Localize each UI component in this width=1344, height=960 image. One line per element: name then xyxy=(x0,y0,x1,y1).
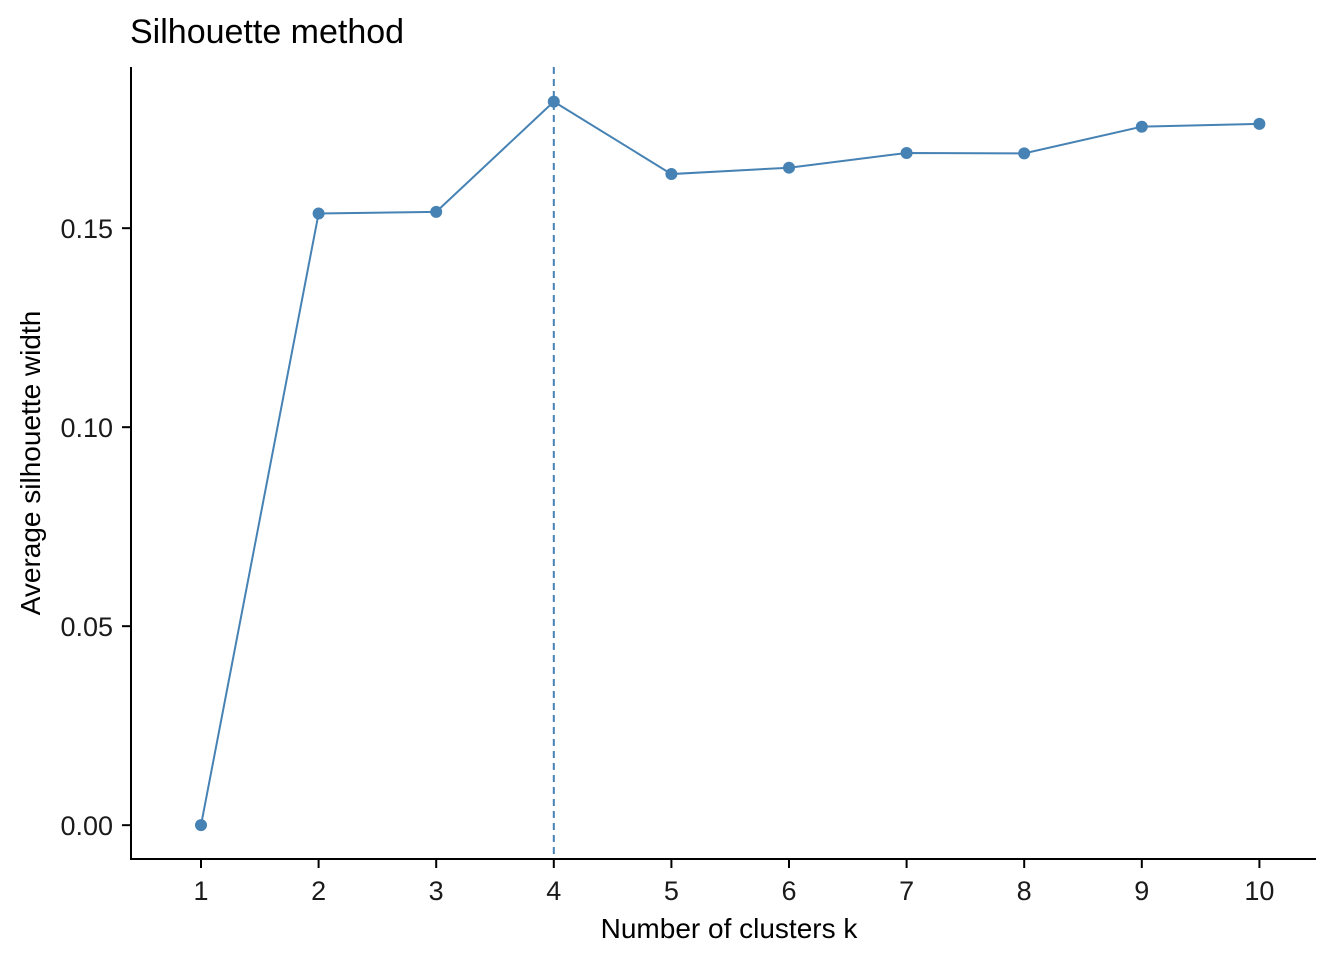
y-axis-title: Average silhouette width xyxy=(15,311,46,616)
x-tick-label: 8 xyxy=(1017,876,1032,906)
data-point xyxy=(1253,117,1266,130)
data-point xyxy=(312,207,325,220)
y-tick-label: 0.15 xyxy=(60,214,113,244)
series-line xyxy=(200,100,1260,826)
x-tick-label: 6 xyxy=(781,876,796,906)
x-tick-label: 3 xyxy=(429,876,444,906)
data-point xyxy=(430,205,443,218)
x-axis-ticks: 1 2 3 4 5 6 7 8 9 10 xyxy=(193,859,1274,906)
y-axis-ticks: 0.00 0.05 0.10 0.15 xyxy=(60,214,131,841)
y-tick-label: 0.05 xyxy=(60,612,113,642)
x-tick-label: 7 xyxy=(899,876,914,906)
y-tick-label: 0.10 xyxy=(60,413,113,443)
data-point xyxy=(195,819,207,832)
x-tick-label: 1 xyxy=(193,876,208,906)
x-tick-label: 10 xyxy=(1244,876,1274,906)
chart-title: Silhouette method xyxy=(130,13,404,51)
x-tick-label: 5 xyxy=(664,876,679,906)
data-point xyxy=(665,168,678,181)
plot-area xyxy=(195,67,1266,859)
x-tick-label: 9 xyxy=(1134,876,1149,906)
data-point xyxy=(1135,120,1148,133)
x-tick-label: 2 xyxy=(311,876,326,906)
x-tick-label: 4 xyxy=(546,876,561,906)
data-point xyxy=(783,161,795,174)
data-point xyxy=(1018,147,1031,160)
data-point xyxy=(900,146,913,159)
x-axis-title: Number of clusters k xyxy=(601,913,859,944)
data-point xyxy=(547,95,560,108)
y-tick-label: 0.00 xyxy=(60,811,113,841)
